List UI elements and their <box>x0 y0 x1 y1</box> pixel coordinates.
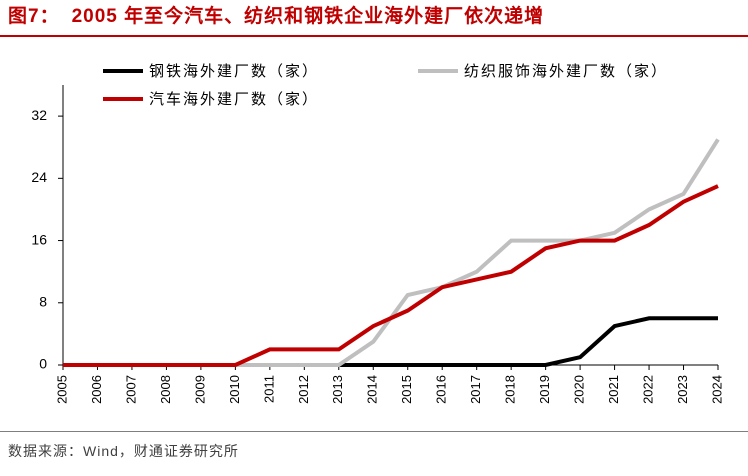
legend-label-textile: 纺织服饰海外建厂数（家） <box>464 62 669 80</box>
x-tick-label: 2007 <box>123 375 138 404</box>
y-tick-label: 0 <box>39 356 47 372</box>
legend-swatch-textile <box>418 69 458 73</box>
x-tick-label: 2006 <box>89 375 104 404</box>
series-line-steel <box>63 316 718 367</box>
x-tick-label: 2010 <box>227 375 242 404</box>
x-tick-label: 2011 <box>261 375 276 403</box>
series-line-auto <box>63 184 719 367</box>
x-tick-label: 2008 <box>158 375 173 404</box>
legend-swatch-steel <box>103 69 143 73</box>
x-tick-label: 2018 <box>503 375 518 404</box>
legend-label-auto: 汽车海外建厂数（家） <box>149 90 320 108</box>
y-tick-label: 16 <box>31 231 47 247</box>
title-underline <box>0 35 748 37</box>
x-tick-label: 2013 <box>330 375 345 404</box>
data-source: 数据来源：Wind，财通证券研究所 <box>8 443 239 459</box>
figure-label: 图7： <box>8 6 60 27</box>
x-tick-label: 2020 <box>572 375 587 404</box>
x-tick-label: 2009 <box>192 375 207 404</box>
y-tick-label: 32 <box>31 107 47 123</box>
axes: 0 8 16 24 32 2005 2006 2007 2008 2009 2010 2011 2012… <box>31 85 724 404</box>
legend-item-auto: 汽车海外建厂数（家） <box>103 90 363 108</box>
series-group <box>63 138 720 367</box>
x-tick-label: 2016 <box>434 375 449 404</box>
series-line-textile <box>63 138 720 367</box>
x-tick-label: 2017 <box>468 375 483 404</box>
legend-item-textile: 纺织服饰海外建厂数（家） <box>418 62 678 80</box>
legend-swatch-auto <box>103 97 143 101</box>
footer-divider <box>0 431 748 432</box>
figure-title: 图7： 2005 年至今汽车、纺织和钢铁企业海外建厂依次递增 <box>8 4 544 30</box>
legend-item-steel: 钢铁海外建厂数（家） <box>103 62 363 80</box>
y-tick-label: 24 <box>31 169 47 185</box>
x-tick-label: 2024 <box>709 375 724 404</box>
x-tick-label: 2021 <box>606 375 621 404</box>
legend-label-steel: 钢铁海外建厂数（家） <box>149 62 320 80</box>
y-tick-label: 8 <box>39 293 47 309</box>
chart-title: 2005 年至今汽车、纺织和钢铁企业海外建厂依次递增 <box>71 6 545 27</box>
x-tick-label: 2015 <box>399 375 414 404</box>
x-tick-label: 2014 <box>365 375 380 404</box>
x-tick-label: 2005 <box>54 375 69 404</box>
x-tick-label: 2022 <box>640 375 655 404</box>
x-tick-label: 2023 <box>675 375 690 404</box>
x-tick-label: 2012 <box>296 375 311 404</box>
x-tick-label: 2019 <box>537 375 552 404</box>
